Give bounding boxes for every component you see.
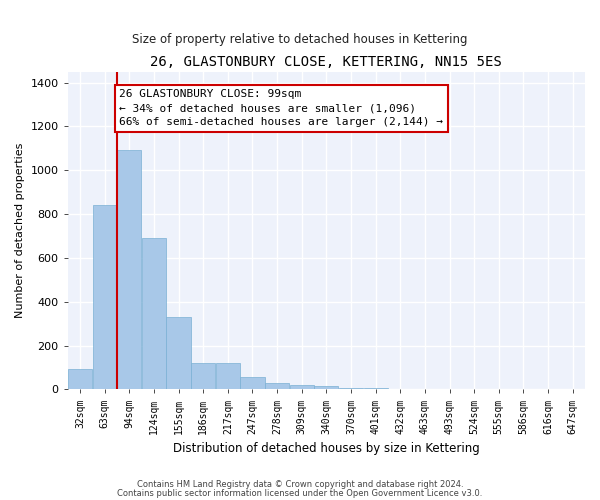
- Bar: [142, 238, 166, 390]
- Bar: [241, 378, 265, 390]
- Bar: [117, 150, 142, 390]
- Bar: [166, 317, 191, 390]
- Y-axis label: Number of detached properties: Number of detached properties: [15, 143, 25, 318]
- Bar: [191, 363, 215, 390]
- Text: Contains public sector information licensed under the Open Government Licence v3: Contains public sector information licen…: [118, 489, 482, 498]
- Text: Contains HM Land Registry data © Crown copyright and database right 2024.: Contains HM Land Registry data © Crown c…: [137, 480, 463, 489]
- Bar: [290, 384, 314, 390]
- Bar: [314, 386, 338, 390]
- Bar: [265, 384, 289, 390]
- Bar: [68, 368, 92, 390]
- X-axis label: Distribution of detached houses by size in Kettering: Distribution of detached houses by size …: [173, 442, 480, 455]
- Text: Size of property relative to detached houses in Kettering: Size of property relative to detached ho…: [132, 32, 468, 46]
- Text: 26 GLASTONBURY CLOSE: 99sqm
← 34% of detached houses are smaller (1,096)
66% of : 26 GLASTONBURY CLOSE: 99sqm ← 34% of det…: [119, 89, 443, 127]
- Bar: [92, 206, 117, 390]
- Title: 26, GLASTONBURY CLOSE, KETTERING, NN15 5ES: 26, GLASTONBURY CLOSE, KETTERING, NN15 5…: [151, 55, 502, 69]
- Bar: [339, 388, 363, 390]
- Bar: [216, 363, 240, 390]
- Bar: [364, 388, 388, 390]
